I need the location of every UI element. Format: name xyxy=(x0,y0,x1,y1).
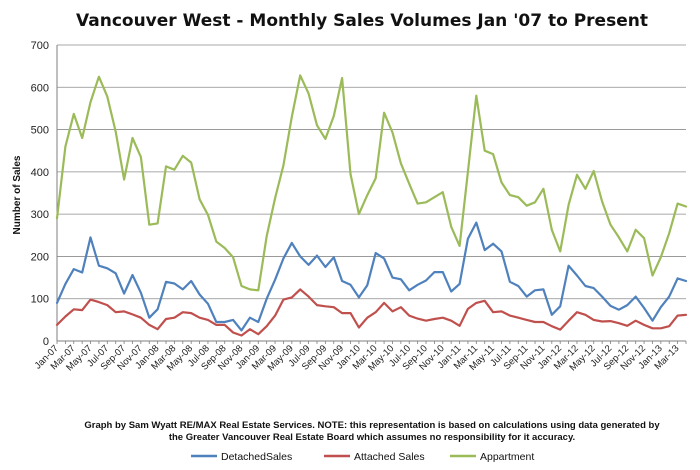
y-tick-label: 500 xyxy=(31,125,49,137)
x-tick-labels: Jan-07Mar-07May-07Jul-07Sep-07Nov-07Jan-… xyxy=(33,341,687,373)
series-line-2 xyxy=(55,74,688,292)
y-axis-label: Number of Sales xyxy=(12,155,23,234)
y-tick-label: 200 xyxy=(31,251,49,263)
y-tick-label: 100 xyxy=(31,294,49,306)
chart-title: Vancouver West - Monthly Sales Volumes J… xyxy=(76,11,648,31)
source-note-line-1: Graph by Sam Wyatt RE/MAX Real Estate Se… xyxy=(84,420,660,431)
series-lines xyxy=(55,74,688,337)
legend-label-2: Appartment xyxy=(480,451,534,463)
y-tick-labels: 0 100 200 300 400 500 600 700 xyxy=(31,40,49,348)
source-note-line-2: the Greater Vancouver Real Estate Board … xyxy=(169,432,575,443)
series-line-1 xyxy=(55,288,688,337)
y-tick-label: 600 xyxy=(31,82,49,94)
axes xyxy=(56,45,686,342)
series-line-0 xyxy=(55,221,688,332)
gridlines xyxy=(57,44,686,342)
y-tick-label: 700 xyxy=(31,40,49,52)
y-tick-label: 400 xyxy=(31,167,49,179)
legend-label-0: DetachedSales xyxy=(221,451,292,463)
legend-label-1: Attached Sales xyxy=(354,451,425,463)
y-tick-label: 300 xyxy=(31,209,49,221)
y-tick-label: 0 xyxy=(43,336,49,348)
legend: DetachedSales Attached Sales Appartment xyxy=(191,451,534,463)
